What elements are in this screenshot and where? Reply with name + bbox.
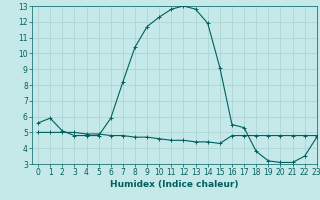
- X-axis label: Humidex (Indice chaleur): Humidex (Indice chaleur): [110, 180, 239, 189]
